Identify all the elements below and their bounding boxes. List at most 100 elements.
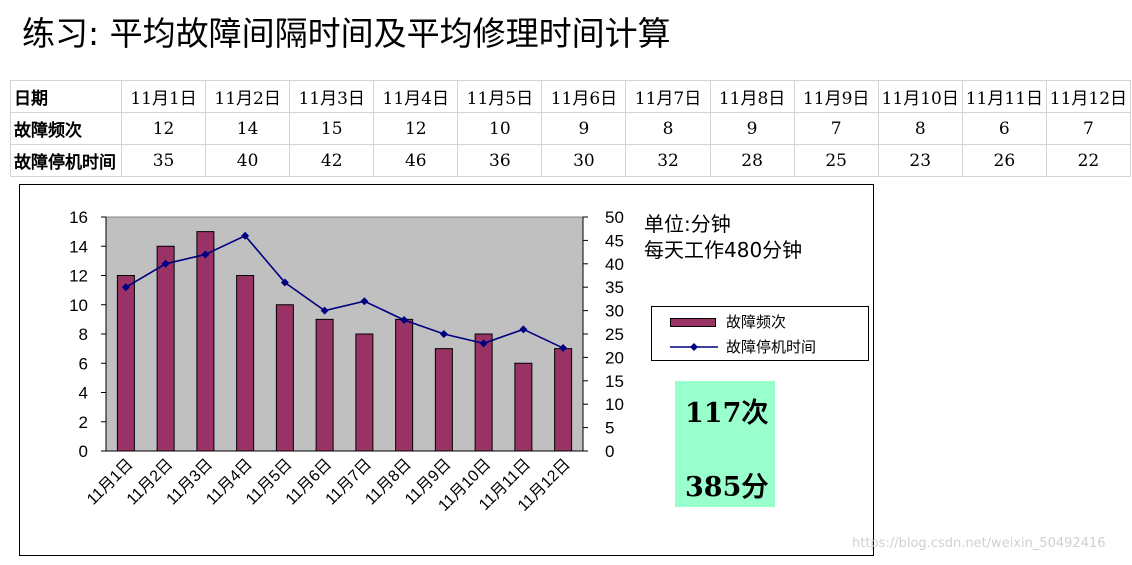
bar [116, 275, 135, 452]
table-cell: 12 [373, 112, 459, 145]
line-series [125, 234, 564, 349]
line-point [201, 250, 210, 259]
legend-line-swatch [670, 343, 718, 351]
table-cell: 25 [793, 144, 879, 177]
y-right-tick-label: 35 [605, 278, 624, 297]
data-table: 日期 11月1日 11月2日 11月3日 11月4日 11月5日 11月6日 11月7日 11月… [10, 80, 1132, 177]
y-left-tick-label: 0 [79, 442, 88, 461]
table-cell: 11月8日 [709, 80, 795, 113]
y-left-tick-label: 2 [79, 413, 88, 432]
table-cell: 11月11日 [961, 80, 1047, 113]
table-cell: 7 [1045, 112, 1132, 145]
table-cell: 9 [709, 112, 795, 145]
table-cell: 32 [625, 144, 711, 177]
total-minutes: 385分 [685, 472, 769, 503]
bar [474, 333, 493, 452]
table-cell: 22 [1045, 144, 1132, 177]
legend-bar-swatch [670, 318, 716, 327]
y-right-tick-label: 15 [605, 372, 624, 391]
table-cell: 11月4日 [373, 80, 459, 113]
legend-item-line: 故障停机时间 [652, 335, 868, 359]
line-point [241, 231, 250, 240]
row-header: 故障频次 [10, 112, 122, 145]
table-cell: 11月1日 [120, 80, 207, 113]
y-left-tick-label: 14 [69, 237, 88, 256]
bar [514, 362, 533, 452]
bar [355, 333, 374, 452]
bar [196, 231, 215, 452]
y-left-tick-label: 8 [79, 325, 88, 344]
table-cell: 11月7日 [625, 80, 711, 113]
table-cell: 36 [457, 144, 543, 177]
y-right-tick-label: 10 [605, 395, 624, 414]
line-point [161, 259, 170, 268]
unit-note-line1: 单位:分钟 [644, 212, 731, 236]
y-right-tick-label: 40 [605, 255, 624, 274]
bar [236, 275, 255, 452]
line-point [400, 315, 409, 324]
bar [434, 348, 453, 452]
total-count: 117次 [685, 398, 769, 429]
y-right-tick-label: 5 [605, 419, 614, 438]
legend-label-bar: 故障频次 [726, 313, 787, 331]
y-left-tick-label: 4 [79, 384, 88, 403]
chart-legend: 故障频次 故障停机时间 [651, 306, 869, 361]
table-cell: 15 [289, 112, 375, 145]
table-cell: 42 [289, 144, 375, 177]
table-cell: 11月12日 [1045, 80, 1132, 113]
table-cell: 40 [205, 144, 291, 177]
table-cell: 26 [961, 144, 1047, 177]
line-point [121, 283, 130, 292]
table-cell: 11月10日 [877, 80, 963, 113]
table-cell: 8 [625, 112, 711, 145]
line-point [519, 325, 528, 334]
y-right-tick-label: 20 [605, 348, 624, 367]
table-cell: 11月3日 [289, 80, 375, 113]
watermark: https://blog.csdn.net/weixin_50492416 [852, 536, 1106, 551]
table-cell: 6 [961, 112, 1047, 145]
y-right-tick-label: 0 [605, 442, 614, 461]
y-left-tick-label: 10 [69, 296, 88, 315]
table-cell: 10 [457, 112, 543, 145]
table-cell: 14 [205, 112, 291, 145]
y-left-tick-label: 6 [79, 354, 88, 373]
y-right-tick-label: 30 [605, 302, 624, 321]
table-cell: 11月6日 [541, 80, 627, 113]
table-row: 故障停机时间 35 40 42 46 36 30 32 28 25 23 26 22 [10, 144, 1132, 177]
table-cell: 11月2日 [205, 80, 291, 113]
totals-box: 117次 385分 [675, 381, 775, 507]
table-cell: 46 [373, 144, 459, 177]
line-point [439, 330, 448, 338]
legend-item-bar: 故障频次 [652, 310, 868, 334]
plot-area [105, 216, 584, 452]
table-cell: 23 [877, 144, 963, 177]
bar [275, 304, 294, 452]
table-row: 日期 11月1日 11月2日 11月3日 11月4日 11月5日 11月6日 11月7日 11月… [10, 80, 1132, 113]
unit-note: 单位:分钟 每天工作480分钟 [644, 211, 802, 263]
bar [315, 318, 334, 452]
table-cell: 28 [709, 144, 795, 177]
table-cell: 11月5日 [457, 80, 543, 113]
combo-chart: 02468101214160510152025303540455011月1日11… [69, 208, 624, 515]
table-cell: 35 [120, 144, 207, 177]
y-left-tick-label: 16 [69, 208, 88, 227]
line-point [320, 306, 329, 315]
table-cell: 7 [793, 112, 879, 145]
bar [156, 245, 175, 452]
line-point [559, 344, 568, 353]
row-header: 日期 [10, 80, 122, 113]
bar [554, 348, 573, 452]
table-cell: 30 [541, 144, 627, 177]
table-row: 故障频次 12 14 15 12 10 9 8 9 7 8 6 7 [10, 112, 1132, 145]
bar [395, 318, 414, 452]
page-title: 练习: 平均故障间隔时间及平均修理时间计算 [22, 14, 671, 53]
line-point [360, 297, 369, 306]
y-right-tick-label: 25 [605, 325, 624, 344]
row-header: 故障停机时间 [10, 144, 122, 177]
table-cell: 8 [877, 112, 963, 145]
chart-frame: 0 2 4 6 8 10 12 14 16 0 5 10 15 20 25 30 35 40 45 50 11月1日 11… [19, 184, 874, 556]
table-cell: 12 [120, 112, 207, 145]
table-cell: 11月9日 [793, 80, 879, 113]
table-cell: 9 [541, 112, 627, 145]
y-right-tick-label: 45 [605, 231, 624, 250]
